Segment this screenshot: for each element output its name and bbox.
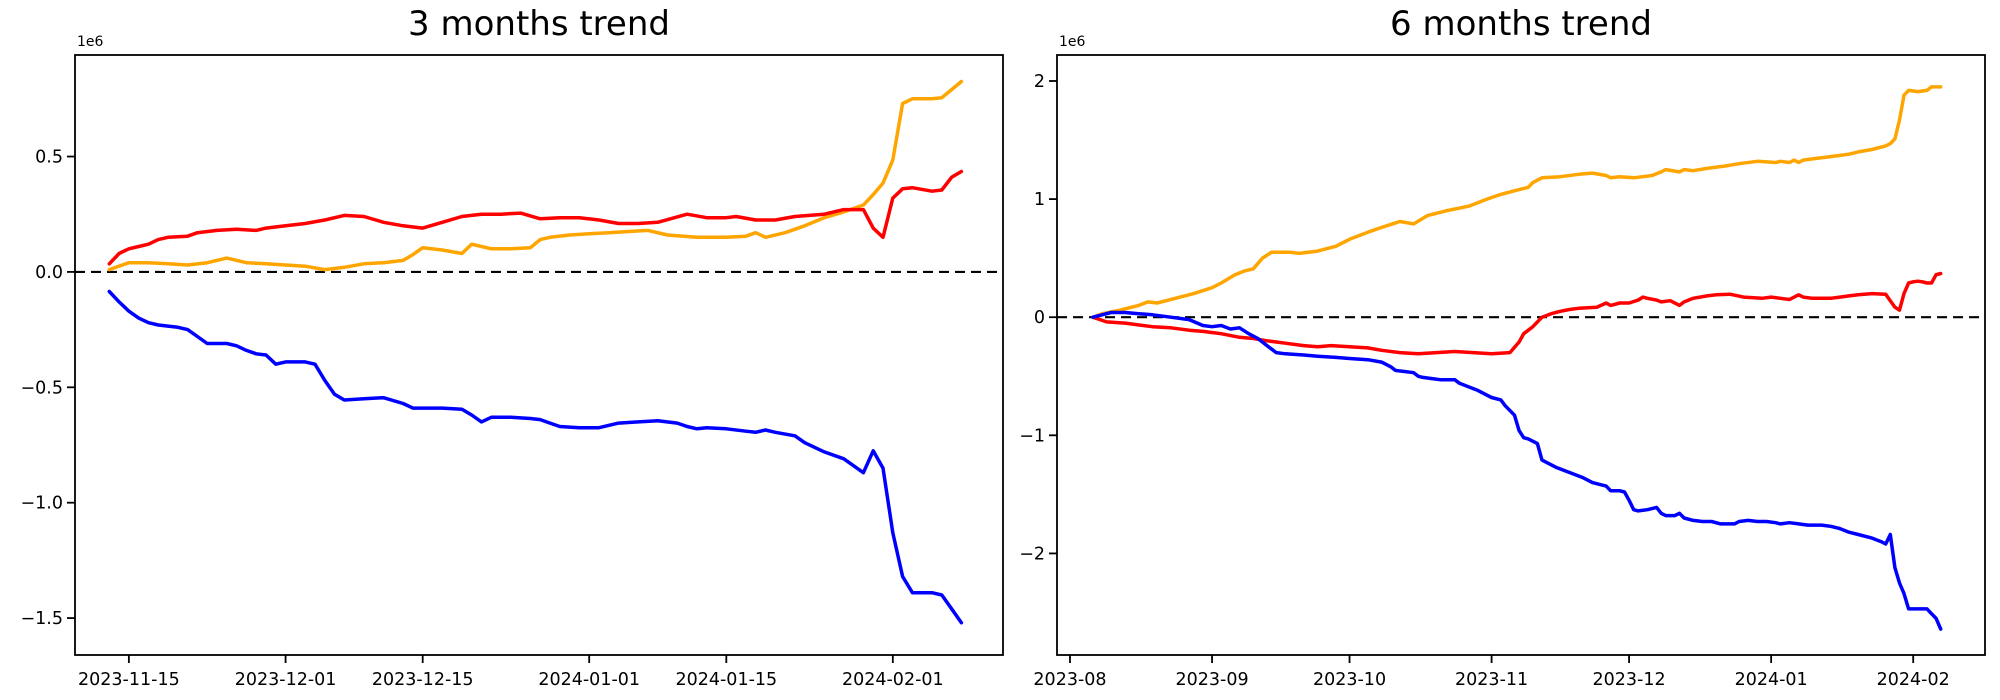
six-months-trend-y-tick-label: 0 <box>1034 308 1045 328</box>
three-months-trend-x-tick-label: 2024-01-15 <box>675 670 777 690</box>
six-months-trend-x-tick-label: 2023-08 <box>1033 670 1106 690</box>
six-months-trend-x-tick-label: 2023-09 <box>1175 670 1248 690</box>
three-months-trend-x-tick-label: 2023-12-15 <box>372 670 474 690</box>
six-months-trend-y-tick-label: −2 <box>1019 544 1045 564</box>
six-months-trend-y-offset-label: 1e6 <box>1059 34 1086 50</box>
six-months-trend-series-blue <box>1091 310 1943 631</box>
three-months-trend-y-tick-label: −0.5 <box>21 378 64 398</box>
six-months-trend-y-tick-label: −1 <box>1019 426 1045 446</box>
left-chart-title: 3 months trend <box>408 4 670 44</box>
three-months-trend-x-tick-label: 2023-11-15 <box>78 670 180 690</box>
three-months-trend-y-tick-label: 0.5 <box>35 148 63 168</box>
six-months-trend-plot: 2023-08 2023-09 2023-10 2023-11 2023-12 2024-… <box>1019 34 1986 690</box>
three-months-trend-y-tick-label: −1.5 <box>21 609 64 629</box>
six-months-trend-series-red <box>1091 271 1943 356</box>
three-months-trend-plot: 2023-11-15 2023-12-01 2023-12-15 2024-01-01… <box>21 34 1004 690</box>
six-months-trend-series-orange <box>1091 85 1943 319</box>
six-months-trend-spines <box>1056 54 1986 656</box>
three-months-trend-series-orange <box>107 79 964 272</box>
six-months-trend-x-tick-label: 2024-01 <box>1735 670 1808 690</box>
six-months-trend-x-tick-label: 2023-11 <box>1455 670 1528 690</box>
three-months-trend-y-offset-label: 1e6 <box>77 34 104 50</box>
three-months-trend-y-tick-label: 0.0 <box>35 263 63 283</box>
three-months-trend-spines <box>74 54 1004 656</box>
six-months-trend-x-tick-label: 2023-10 <box>1313 670 1386 690</box>
six-months-trend-x-tick-label: 2023-12 <box>1593 670 1666 690</box>
six-months-trend-y-tick-label: 2 <box>1034 72 1045 92</box>
six-months-trend-y-tick-label: 1 <box>1034 190 1045 210</box>
three-months-trend-x-tick-label: 2023-12-01 <box>235 670 337 690</box>
six-months-trend-x-tick-label: 2024-02 <box>1877 670 1950 690</box>
three-months-trend-series-red <box>107 169 964 266</box>
three-months-trend-x-tick-label: 2024-02-01 <box>842 670 944 690</box>
three-months-trend-x-tick-label: 2024-01-01 <box>538 670 640 690</box>
three-months-trend-y-tick-label: −1.0 <box>21 494 64 514</box>
three-months-trend-series-blue <box>107 289 964 625</box>
right-chart-title: 6 months trend <box>1390 4 1652 44</box>
